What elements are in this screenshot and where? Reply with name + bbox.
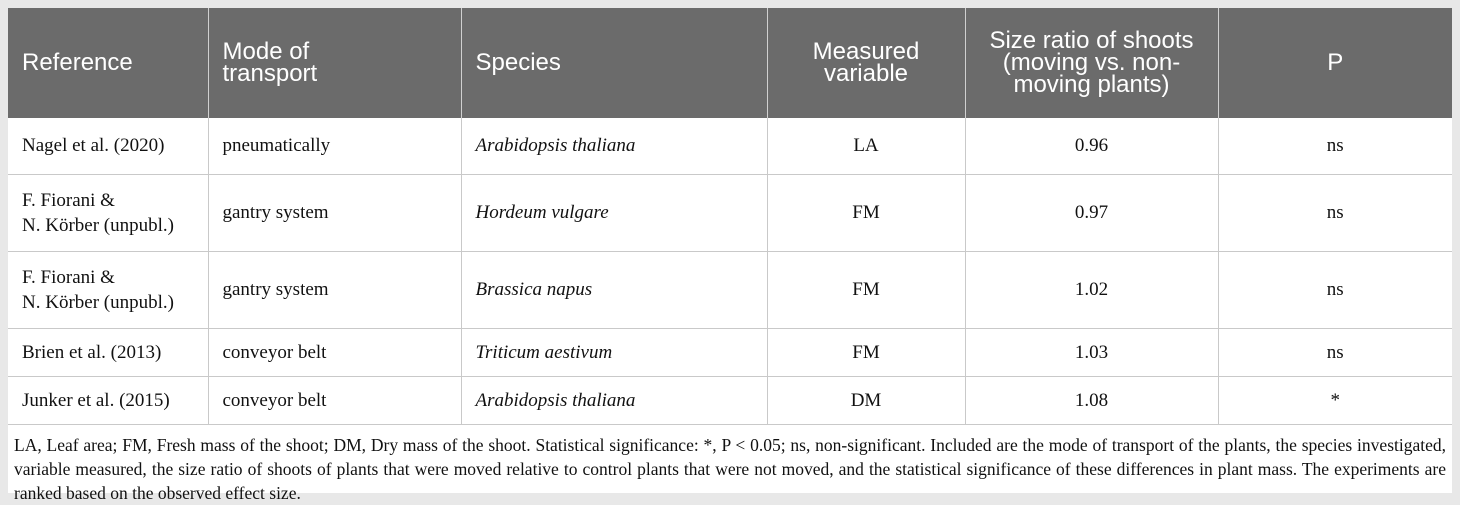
cell-p: ns — [1218, 174, 1452, 252]
table-footnote: LA, Leaf area; FM, Fresh mass of the sho… — [14, 434, 1446, 503]
cell-reference[interactable]: Nagel et al. (2020) — [8, 118, 209, 175]
cell-p: ns — [1218, 251, 1452, 329]
header-p: P — [1218, 8, 1452, 118]
cell-measured-variable: LA — [767, 118, 966, 175]
header-measured-variable: Measured variable — [767, 8, 966, 118]
cell-reference[interactable]: Brien et al. (2013) — [8, 328, 209, 377]
cell-size-ratio: 0.97 — [965, 174, 1219, 252]
cell-species: Brassica napus — [461, 251, 768, 329]
cell-reference[interactable]: Junker et al. (2015) — [8, 376, 209, 425]
table-row: Junker et al. (2015) conveyor belt Arabido… — [8, 376, 1452, 425]
cell-measured-variable: DM — [767, 376, 966, 425]
header-mode-of-transport: Mode of transport — [208, 8, 462, 118]
table-row: F. Fiorani & N. Körber (unpubl.) gantry sy… — [8, 174, 1452, 252]
cell-mode-of-transport: gantry system — [208, 174, 462, 252]
cell-species: Arabidopsis thaliana — [461, 118, 768, 175]
cell-species: Arabidopsis thaliana — [461, 376, 768, 425]
cell-mode-of-transport: pneumatically — [208, 118, 462, 175]
header-row: Reference Mode of transport Species Measu… — [8, 8, 1452, 118]
cell-mode-of-transport: gantry system — [208, 251, 462, 329]
cell-size-ratio: 1.08 — [965, 376, 1219, 425]
header-species: Species — [461, 8, 768, 118]
table-frame: Reference Mode of transport Species Measu… — [8, 8, 1452, 503]
cell-mode-of-transport: conveyor belt — [208, 328, 462, 377]
cell-size-ratio: 1.02 — [965, 251, 1219, 329]
table-row: Brien et al. (2013) conveyor belt Triticum… — [8, 328, 1452, 377]
cell-species: Hordeum vulgare — [461, 174, 768, 252]
cell-reference: F. Fiorani & N. Körber (unpubl.) — [8, 174, 209, 252]
cell-size-ratio: 0.96 — [965, 118, 1219, 175]
table-row: F. Fiorani & N. Körber (unpubl.) gantry sy… — [8, 251, 1452, 329]
cell-measured-variable: FM — [767, 251, 966, 329]
header-size-ratio: Size ratio of shoots (moving vs. non-movi… — [965, 8, 1219, 118]
cell-p: * — [1218, 376, 1452, 425]
header-reference: Reference — [8, 8, 209, 118]
table-row: Nagel et al. (2020) pneumatically Arabidop… — [8, 118, 1452, 175]
cell-reference: F. Fiorani & N. Körber (unpubl.) — [8, 251, 209, 329]
data-table: Reference Mode of transport Species Measu… — [8, 8, 1452, 425]
cell-p: ns — [1218, 118, 1452, 175]
cell-p: ns — [1218, 328, 1452, 377]
cell-measured-variable: FM — [767, 174, 966, 252]
cell-species: Triticum aestivum — [461, 328, 768, 377]
cell-size-ratio: 1.03 — [965, 328, 1219, 377]
cell-measured-variable: FM — [767, 328, 966, 377]
cell-mode-of-transport: conveyor belt — [208, 376, 462, 425]
